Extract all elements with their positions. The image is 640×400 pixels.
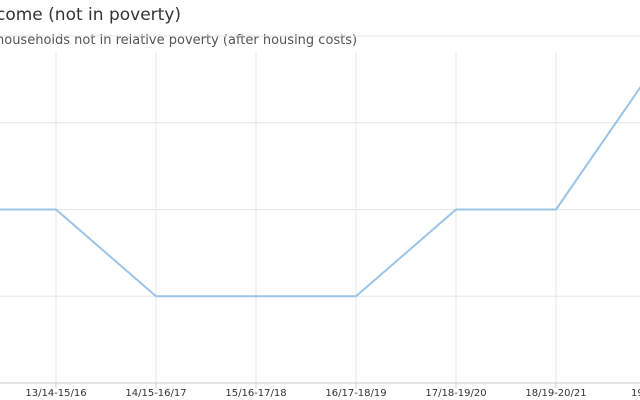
chart-title: come (not in poverty) bbox=[0, 5, 182, 25]
x-tick-label: 15/16-17/18 bbox=[225, 388, 286, 399]
series-line bbox=[0, 86, 640, 298]
x-tick-label: 14/15-16/17 bbox=[125, 388, 186, 399]
x-tick-label: 16/17-18/19 bbox=[325, 388, 386, 399]
x-axis: 13/14-15/16 14/15-16/17 15/16-17/18 16/17-1… bbox=[0, 382, 640, 399]
x-tick-label: 13/14-15/16 bbox=[25, 388, 86, 399]
x-tick-label: 17/18-19/20 bbox=[425, 388, 486, 399]
series-group bbox=[0, 86, 640, 298]
x-tick-label: 18/19-20/21 bbox=[525, 388, 586, 399]
chart-subtitle: households not in relative poverty (afte… bbox=[0, 33, 358, 48]
x-tick-label: 19 bbox=[631, 388, 640, 399]
